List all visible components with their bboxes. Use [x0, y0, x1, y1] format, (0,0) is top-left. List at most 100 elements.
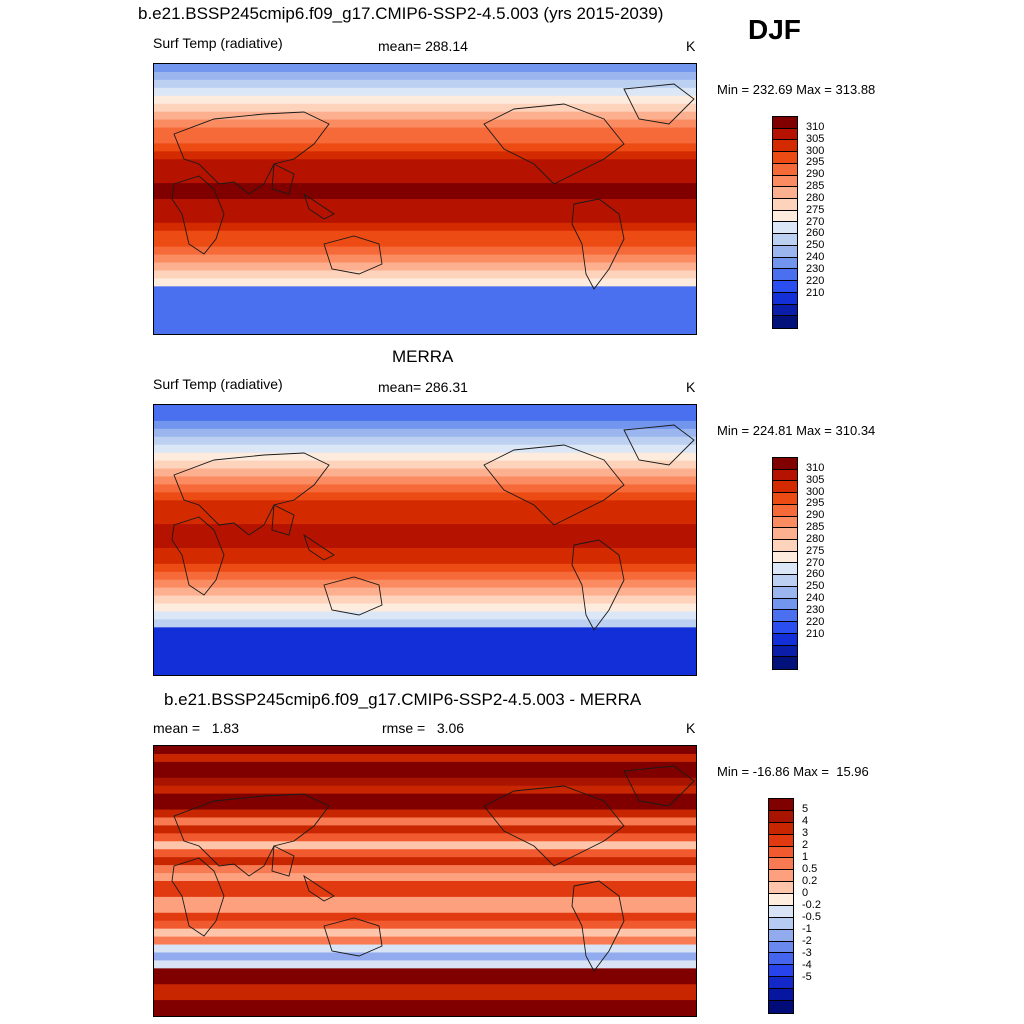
map-band — [154, 103, 696, 113]
map-band — [154, 254, 696, 264]
colorbar-swatch — [769, 846, 793, 859]
colorbar-swatch — [773, 210, 797, 223]
colorbar-tick-label: 4 — [802, 815, 809, 827]
panel2-map — [153, 404, 697, 676]
map-band — [154, 817, 696, 827]
panel3-difference-map — [153, 745, 697, 1017]
map-band — [154, 199, 696, 208]
map-band — [154, 587, 696, 597]
colorbar-tick-label: 305 — [806, 132, 825, 145]
map-band — [154, 127, 696, 137]
colorbar-swatch — [773, 528, 797, 541]
map-band — [154, 944, 696, 954]
map-band — [154, 833, 696, 842]
colorbar-swatch — [773, 281, 797, 293]
colorbar-swatch — [773, 622, 797, 634]
map-band — [154, 420, 696, 430]
coastline — [303, 192, 335, 220]
map-band — [154, 912, 696, 922]
colorbar-swatch — [773, 199, 797, 211]
map-band — [154, 643, 696, 652]
colorbar-tick-label: 305 — [806, 473, 825, 486]
map-field — [154, 64, 696, 334]
map-band — [154, 119, 696, 129]
map-band — [154, 627, 696, 636]
map-band — [154, 452, 696, 462]
map-band — [154, 500, 696, 509]
colorbar-tick-label: 220 — [806, 615, 825, 628]
coastline — [303, 533, 335, 561]
colorbar-swatch — [773, 610, 797, 623]
coastline — [271, 163, 295, 195]
panel1-map — [153, 63, 697, 335]
map-band — [154, 976, 696, 985]
map-band — [154, 873, 696, 882]
colorbar-tick-label: 250 — [806, 239, 825, 252]
map-field — [154, 746, 696, 1016]
colorbar-swatch — [769, 799, 793, 811]
colorbar-tick-label: 290 — [806, 509, 825, 522]
colorbar-swatch — [773, 128, 797, 141]
panel1-minmax: Min = 232.69 Max = 313.88 — [717, 82, 876, 97]
map-band — [154, 405, 696, 414]
colorbar-swatch — [773, 316, 797, 328]
map-band — [154, 849, 696, 858]
coastline — [623, 83, 695, 125]
panel3-mean: mean = 1.83 — [153, 720, 240, 736]
map-band — [154, 936, 696, 946]
season-label: DJF — [748, 14, 801, 45]
map-band — [154, 214, 696, 224]
map-band — [154, 761, 696, 771]
colorbar-swatch — [769, 941, 793, 954]
colorbar-swatch — [769, 882, 793, 894]
colorbar-tick-label: 260 — [806, 227, 825, 240]
colorbar-tick-label: -0.5 — [802, 911, 821, 923]
map-band — [154, 436, 696, 446]
map-band — [154, 1008, 696, 1016]
map-band — [154, 571, 696, 581]
colorbar-tick-label: 1 — [802, 851, 809, 863]
colorbar-tick-label: 275 — [806, 544, 825, 557]
panel3-minmax: Min = -16.86 Max = 15.96 — [717, 764, 869, 779]
panel3-title: b.e21.BSSP245cmip6.f09_g17.CMIP6-SSP2-4.… — [164, 690, 642, 709]
colorbar-tick-label: 280 — [806, 191, 825, 204]
colorbar-swatch — [773, 598, 797, 611]
colorbar-swatch — [773, 175, 797, 188]
colorbar-swatch — [773, 152, 797, 164]
map-band — [154, 508, 696, 517]
map-band — [154, 484, 696, 493]
map-band — [154, 151, 696, 160]
map-band — [154, 476, 696, 486]
colorbar-swatch — [769, 822, 793, 835]
map-band — [154, 753, 696, 763]
map-band — [154, 270, 696, 280]
map-band — [154, 777, 696, 787]
colorbar-swatch — [773, 245, 797, 258]
map-band — [154, 95, 696, 105]
coastline — [323, 235, 383, 275]
map-band — [154, 286, 696, 295]
colorbar-tick-label: 310 — [806, 120, 825, 133]
colorbar-swatch — [773, 657, 797, 669]
colorbar-tick-label: -5 — [802, 971, 812, 983]
colorbar-swatch — [773, 493, 797, 505]
colorbar-swatch — [769, 894, 793, 906]
map-band — [154, 547, 696, 557]
panel1-title: b.e21.BSSP245cmip6.f09_g17.CMIP6-SSP2-4.… — [138, 4, 664, 23]
colorbar-tick-label: 270 — [806, 215, 825, 228]
map-band — [154, 278, 696, 287]
map-band — [154, 294, 696, 303]
colorbar-swatch — [769, 917, 793, 930]
map-band — [154, 603, 696, 613]
coastline — [303, 874, 335, 902]
map-band — [154, 960, 696, 969]
coastline — [271, 845, 295, 877]
map-band — [154, 595, 696, 605]
map-band — [154, 579, 696, 589]
colorbar-swatch — [773, 304, 797, 317]
map-band — [154, 167, 696, 176]
coastline — [271, 504, 295, 536]
colorbar-tick-label: 285 — [806, 180, 825, 192]
colorbar-tick-label: 285 — [806, 521, 825, 533]
colorbar-swatch — [773, 563, 797, 576]
